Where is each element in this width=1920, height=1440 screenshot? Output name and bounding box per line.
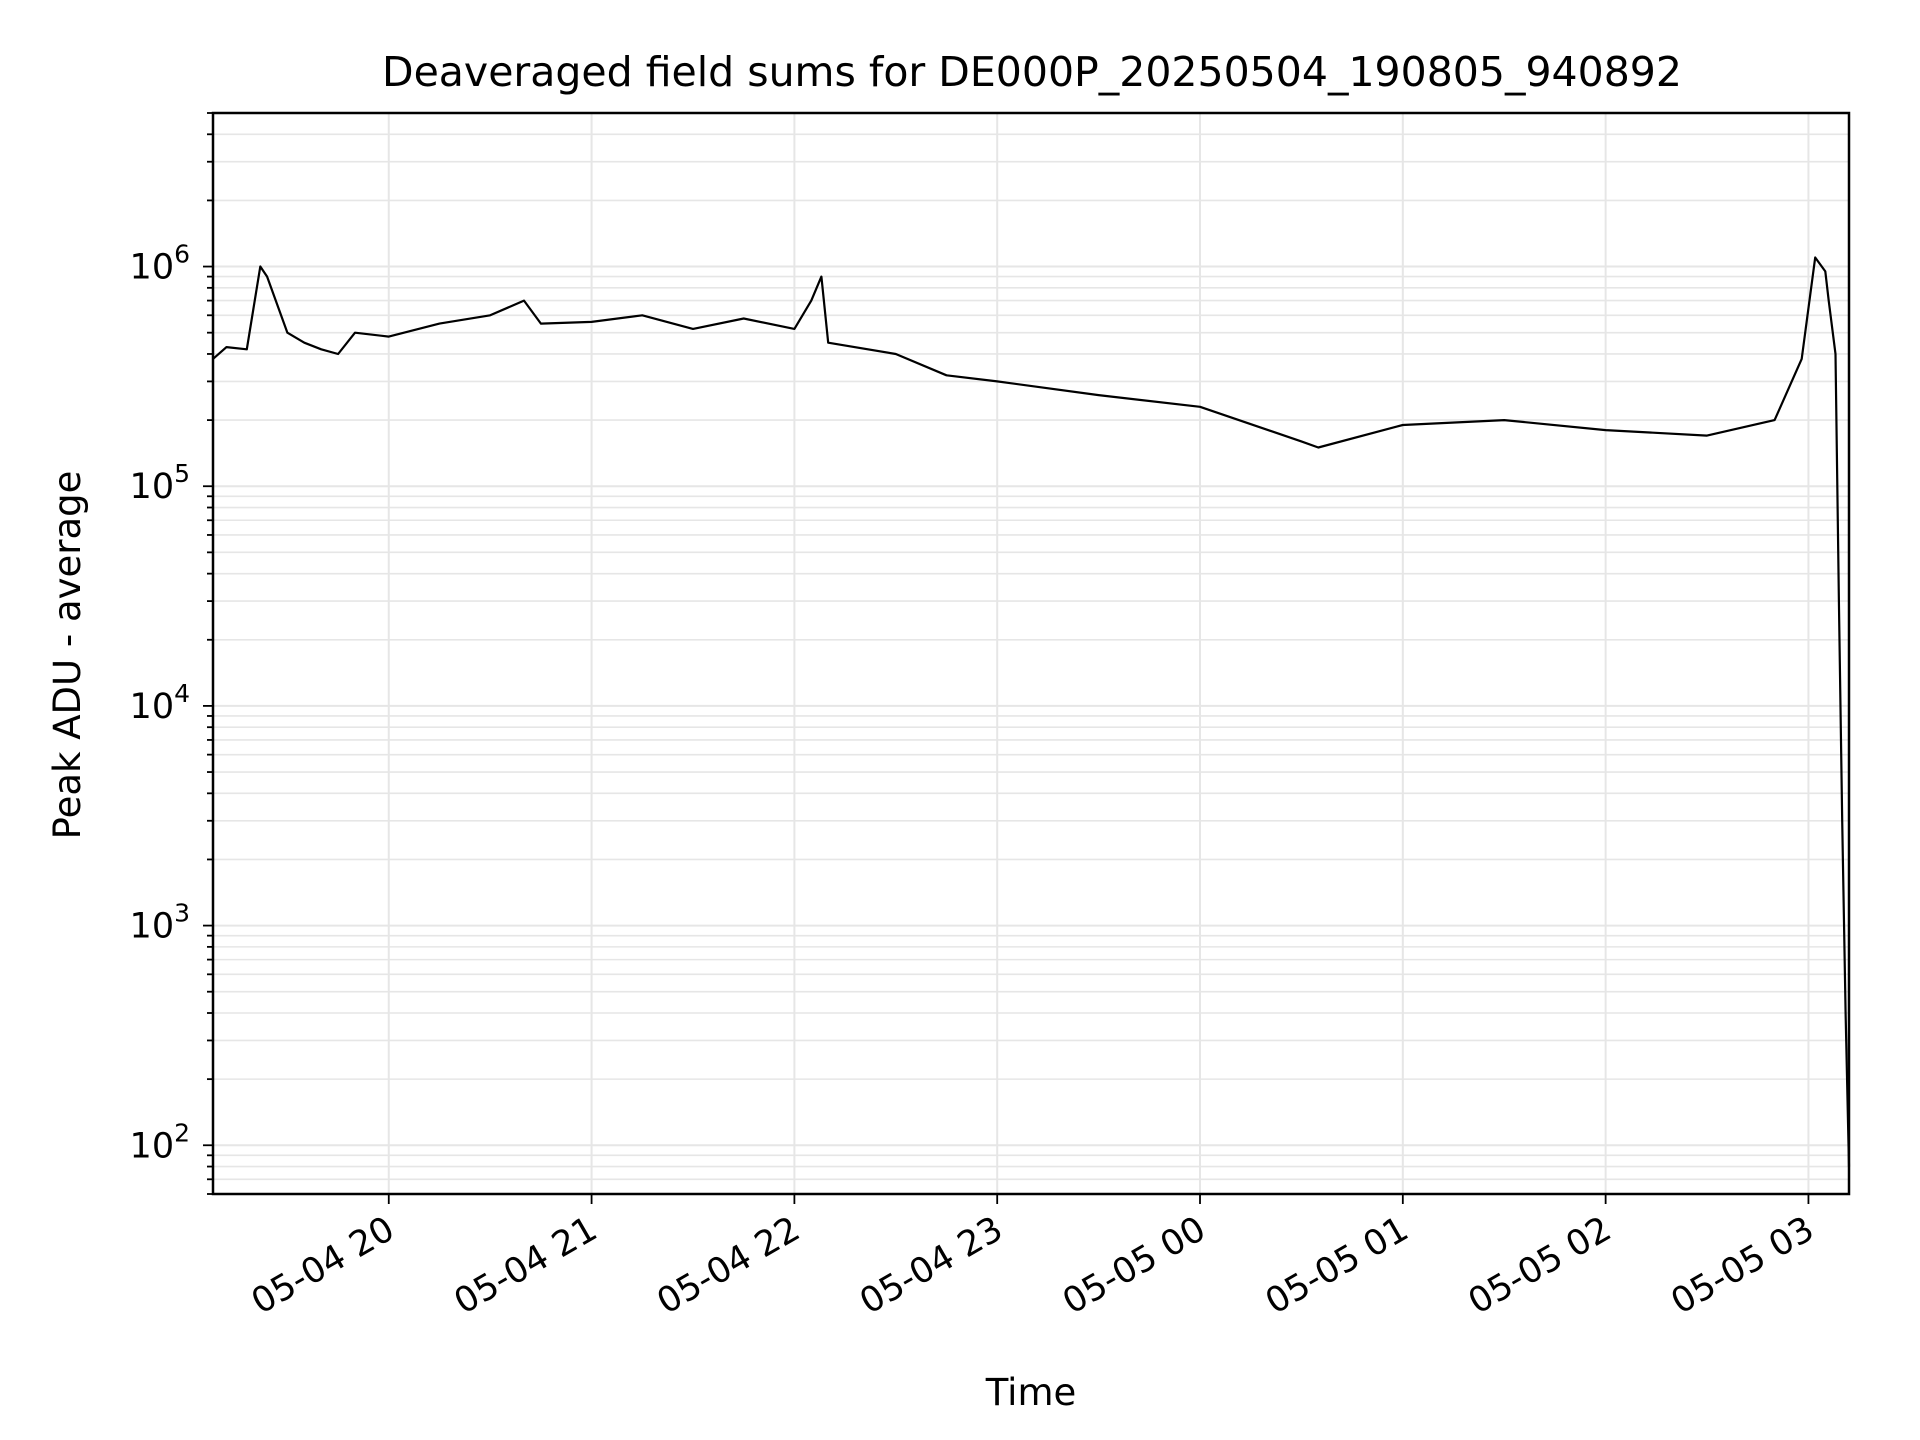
chart-title: Deaveraged field sums for DE000P_2025050… (382, 48, 1682, 96)
x-tick-label: 05-05 02 (1462, 1209, 1618, 1322)
y-axis: 102 103 104 105 106 (130, 112, 213, 1195)
plot-area-frame (211, 111, 1851, 1196)
y-tick-label: 102 (130, 1118, 190, 1166)
x-tick-label: 05-04 22 (651, 1209, 807, 1322)
y-tick-label: 104 (130, 679, 190, 727)
x-tick-label: 05-05 00 (1056, 1209, 1212, 1322)
x-tick-label: 05-04 21 (448, 1209, 604, 1322)
x-axis: 05-04 20 05-04 21 05-04 22 05-04 23 05-05 00… (245, 1194, 1821, 1322)
y-axis-label: Peak ADU - average (46, 471, 89, 840)
y-tick-label: 106 (130, 240, 190, 288)
grid (213, 112, 1849, 1195)
y-tick-label: 103 (130, 899, 190, 947)
x-tick-label: 05-04 20 (245, 1209, 401, 1322)
x-tick-label: 05-05 03 (1665, 1209, 1821, 1322)
x-axis-label: Time (985, 1371, 1077, 1414)
x-tick-label: 05-05 01 (1259, 1209, 1415, 1322)
data-line (212, 256, 1851, 1167)
y-tick-label: 105 (130, 459, 190, 507)
x-tick-label: 05-04 23 (853, 1209, 1009, 1322)
plot-line-layer (212, 256, 1851, 1167)
